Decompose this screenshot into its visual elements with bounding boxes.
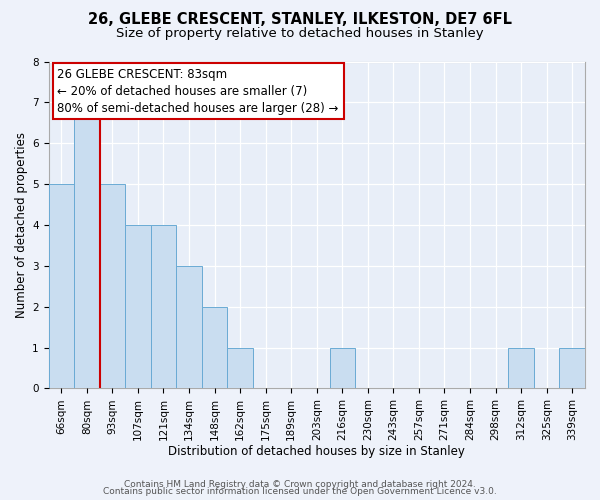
- Bar: [329, 348, 355, 389]
- Text: 26, GLEBE CRESCENT, STANLEY, ILKESTON, DE7 6FL: 26, GLEBE CRESCENT, STANLEY, ILKESTON, D…: [88, 12, 512, 28]
- Bar: [176, 266, 202, 388]
- Bar: [227, 348, 253, 389]
- Bar: [125, 225, 151, 388]
- Bar: [559, 348, 585, 389]
- Bar: [508, 348, 534, 389]
- Bar: [151, 225, 176, 388]
- Bar: [49, 184, 74, 388]
- X-axis label: Distribution of detached houses by size in Stanley: Distribution of detached houses by size …: [169, 444, 465, 458]
- Bar: [202, 306, 227, 388]
- Bar: [100, 184, 125, 388]
- Text: Contains HM Land Registry data © Crown copyright and database right 2024.: Contains HM Land Registry data © Crown c…: [124, 480, 476, 489]
- Text: 26 GLEBE CRESCENT: 83sqm
← 20% of detached houses are smaller (7)
80% of semi-de: 26 GLEBE CRESCENT: 83sqm ← 20% of detach…: [58, 68, 339, 114]
- Y-axis label: Number of detached properties: Number of detached properties: [15, 132, 28, 318]
- Bar: [74, 102, 100, 389]
- Text: Contains public sector information licensed under the Open Government Licence v3: Contains public sector information licen…: [103, 487, 497, 496]
- Text: Size of property relative to detached houses in Stanley: Size of property relative to detached ho…: [116, 28, 484, 40]
